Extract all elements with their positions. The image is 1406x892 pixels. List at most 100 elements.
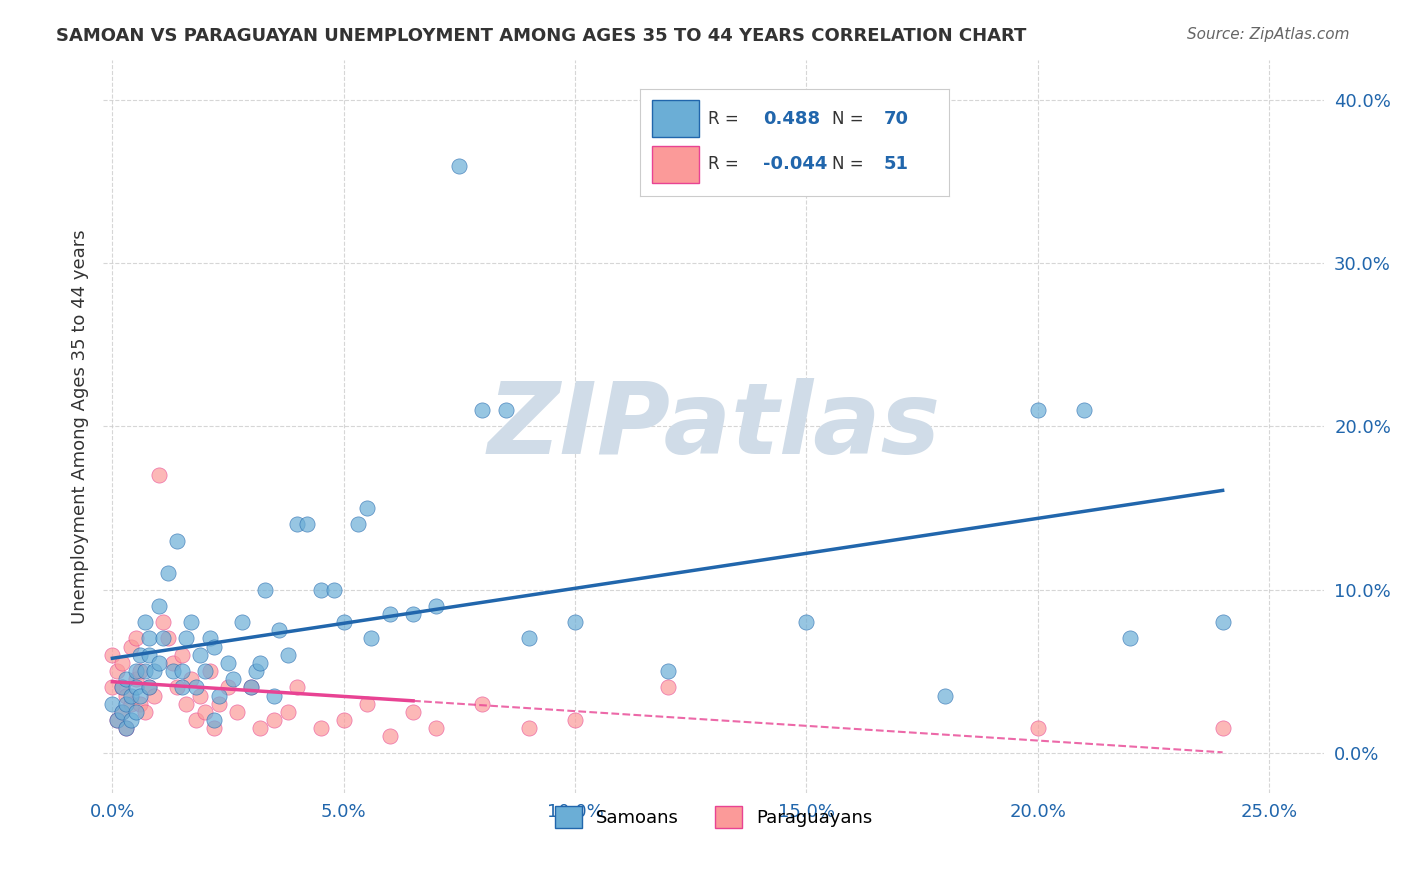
- Point: [449, 159, 471, 173]
- Point: [217, 681, 239, 695]
- Point: [425, 721, 447, 735]
- Point: [148, 599, 170, 613]
- Point: [170, 681, 193, 695]
- Point: [657, 664, 679, 678]
- Point: [287, 681, 309, 695]
- Point: [564, 615, 586, 629]
- Point: [120, 713, 142, 727]
- Point: [323, 582, 346, 597]
- Point: [249, 721, 271, 735]
- Text: N =: N =: [831, 155, 869, 173]
- Point: [180, 672, 202, 686]
- Point: [934, 689, 956, 703]
- Point: [402, 705, 425, 719]
- Point: [176, 697, 198, 711]
- Point: [277, 648, 299, 662]
- Point: [162, 656, 184, 670]
- Point: [332, 713, 354, 727]
- Point: [111, 681, 134, 695]
- Point: [134, 664, 156, 678]
- Point: [138, 648, 160, 662]
- Point: [495, 403, 517, 417]
- Point: [129, 689, 152, 703]
- Point: [129, 664, 152, 678]
- Point: [111, 705, 134, 719]
- Point: [202, 640, 225, 654]
- Point: [202, 713, 225, 727]
- Point: [198, 664, 221, 678]
- Point: [115, 672, 138, 686]
- Point: [111, 656, 134, 670]
- Point: [1119, 632, 1142, 646]
- Point: [101, 681, 124, 695]
- Point: [226, 705, 249, 719]
- Point: [263, 713, 285, 727]
- Point: [156, 632, 179, 646]
- Point: [360, 632, 382, 646]
- Point: [105, 713, 128, 727]
- Point: [101, 697, 124, 711]
- Point: [134, 705, 156, 719]
- Point: [794, 615, 817, 629]
- Legend: Samoans, Paraguayans: Samoans, Paraguayans: [547, 799, 880, 836]
- Text: ZIPatlas: ZIPatlas: [488, 378, 941, 475]
- Point: [115, 697, 138, 711]
- Text: Source: ZipAtlas.com: Source: ZipAtlas.com: [1187, 27, 1350, 42]
- Point: [263, 689, 285, 703]
- Point: [346, 517, 368, 532]
- Point: [332, 615, 354, 629]
- FancyBboxPatch shape: [652, 100, 699, 137]
- Point: [115, 689, 138, 703]
- Point: [267, 624, 290, 638]
- Point: [143, 689, 166, 703]
- Text: 0.488: 0.488: [763, 111, 821, 128]
- Point: [124, 632, 146, 646]
- Point: [240, 681, 263, 695]
- Point: [277, 705, 299, 719]
- Text: R =: R =: [707, 155, 744, 173]
- Point: [295, 517, 318, 532]
- Point: [120, 697, 142, 711]
- Point: [425, 599, 447, 613]
- Point: [129, 648, 152, 662]
- Point: [148, 468, 170, 483]
- Point: [184, 713, 207, 727]
- Point: [198, 632, 221, 646]
- Point: [124, 664, 146, 678]
- Point: [170, 648, 193, 662]
- Point: [1212, 615, 1234, 629]
- Point: [517, 721, 540, 735]
- Point: [120, 640, 142, 654]
- Point: [657, 681, 679, 695]
- FancyBboxPatch shape: [652, 146, 699, 184]
- Point: [115, 721, 138, 735]
- Point: [309, 582, 332, 597]
- Point: [152, 632, 174, 646]
- Point: [217, 656, 239, 670]
- Text: 51: 51: [884, 155, 910, 173]
- Point: [170, 664, 193, 678]
- Point: [138, 681, 160, 695]
- Point: [124, 672, 146, 686]
- Point: [143, 664, 166, 678]
- Point: [202, 721, 225, 735]
- Y-axis label: Unemployment Among Ages 35 to 44 years: Unemployment Among Ages 35 to 44 years: [72, 229, 89, 624]
- Point: [180, 615, 202, 629]
- Text: SAMOAN VS PARAGUAYAN UNEMPLOYMENT AMONG AGES 35 TO 44 YEARS CORRELATION CHART: SAMOAN VS PARAGUAYAN UNEMPLOYMENT AMONG …: [56, 27, 1026, 45]
- Point: [356, 501, 378, 516]
- Point: [208, 697, 231, 711]
- Point: [166, 533, 188, 548]
- Point: [254, 582, 277, 597]
- Point: [115, 721, 138, 735]
- Point: [287, 517, 309, 532]
- Point: [188, 648, 211, 662]
- Point: [152, 615, 174, 629]
- Point: [148, 656, 170, 670]
- Point: [1026, 721, 1049, 735]
- Point: [184, 681, 207, 695]
- Point: [564, 713, 586, 727]
- Point: [124, 705, 146, 719]
- Point: [129, 697, 152, 711]
- Point: [378, 607, 401, 621]
- Point: [249, 656, 271, 670]
